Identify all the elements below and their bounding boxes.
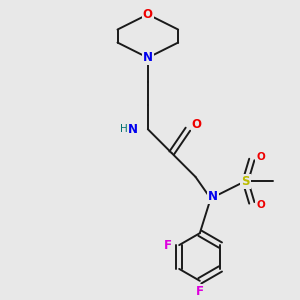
- Text: O: O: [256, 152, 265, 162]
- Text: N: N: [208, 190, 218, 203]
- Text: F: F: [196, 285, 204, 298]
- Text: O: O: [143, 8, 153, 21]
- Text: N: N: [128, 123, 138, 136]
- Text: N: N: [143, 51, 153, 64]
- Text: F: F: [164, 238, 172, 252]
- Text: O: O: [256, 200, 265, 210]
- Text: O: O: [192, 118, 202, 131]
- Text: S: S: [241, 175, 250, 188]
- Text: H: H: [120, 124, 128, 134]
